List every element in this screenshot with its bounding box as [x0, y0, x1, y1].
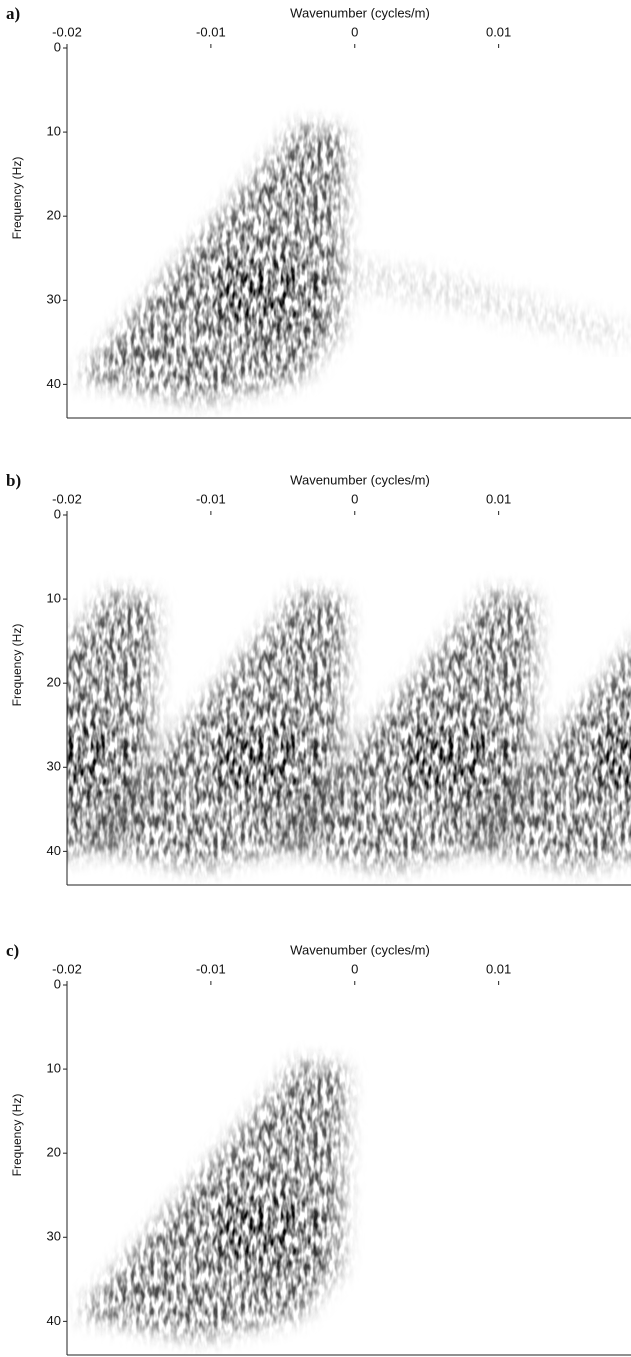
- spectrum: [80, 1063, 345, 1337]
- x-tick-label: 0.01: [486, 24, 511, 39]
- y-tick-label: 30: [47, 1229, 61, 1244]
- y-axis-title: Frequency (Hz): [10, 624, 24, 707]
- y-tick-label: 20: [47, 675, 61, 690]
- energy-core: [205, 720, 325, 800]
- spectrum: [67, 593, 631, 867]
- y-tick-label: 40: [47, 1313, 61, 1328]
- panel-label: a): [6, 4, 20, 23]
- spectrum: [80, 126, 631, 400]
- noise: [340, 258, 631, 348]
- noise-band: [340, 258, 631, 348]
- y-axis-title: Frequency (Hz): [10, 1094, 24, 1177]
- y-tick-label: 20: [47, 208, 61, 223]
- energy-core: [585, 721, 631, 799]
- x-tick-label: -0.01: [196, 24, 226, 39]
- energy-core: [205, 1190, 325, 1270]
- x-tick-label: -0.02: [52, 961, 82, 976]
- x-tick-label: -0.01: [196, 961, 226, 976]
- y-tick-label: 10: [47, 124, 61, 139]
- energy-core: [395, 720, 515, 800]
- y-tick-label: 0: [54, 976, 61, 991]
- y-tick-label: 30: [47, 292, 61, 307]
- x-tick-label: 0: [351, 961, 358, 976]
- y-axis-title: Frequency (Hz): [10, 157, 24, 240]
- x-tick-label: 0: [351, 491, 358, 506]
- x-tick-label: 0.01: [486, 961, 511, 976]
- energy-core: [67, 720, 135, 800]
- x-axis-title: Wavenumber (cycles/m): [290, 472, 430, 487]
- panel-label: b): [6, 471, 21, 490]
- energy-fan: [80, 1063, 345, 1337]
- panel: b) Wavenumber (cycles/m) Frequency (Hz) -0.…: [6, 471, 631, 886]
- energy: [80, 1063, 345, 1337]
- panel: a) Wavenumber (cycles/m) Frequency (Hz) -0.…: [6, 4, 631, 419]
- energy-core: [205, 253, 325, 333]
- panel: c) Wavenumber (cycles/m) Frequency (Hz) -0.…: [6, 941, 631, 1356]
- y-tick-label: 10: [47, 1061, 61, 1076]
- y-tick-label: 30: [47, 759, 61, 774]
- energy-fan: [80, 126, 345, 400]
- y-tick-label: 20: [47, 1145, 61, 1160]
- x-tick-label: 0.01: [486, 491, 511, 506]
- energy: [80, 593, 345, 867]
- x-axis-title: Wavenumber (cycles/m): [290, 5, 430, 20]
- x-axis-title: Wavenumber (cycles/m): [290, 942, 430, 957]
- y-tick-label: 0: [54, 39, 61, 54]
- y-tick-label: 40: [47, 843, 61, 858]
- y-tick-label: 10: [47, 591, 61, 606]
- energy: [80, 126, 345, 400]
- y-tick-label: 40: [47, 376, 61, 391]
- x-tick-label: -0.02: [52, 491, 82, 506]
- x-tick-label: -0.02: [52, 24, 82, 39]
- energy: [270, 593, 535, 867]
- energy: [460, 649, 631, 867]
- x-tick-label: 0: [351, 24, 358, 39]
- y-tick-label: 0: [54, 506, 61, 521]
- x-tick-label: -0.01: [196, 491, 226, 506]
- energy-fan: [460, 649, 631, 867]
- panel-label: c): [6, 941, 19, 960]
